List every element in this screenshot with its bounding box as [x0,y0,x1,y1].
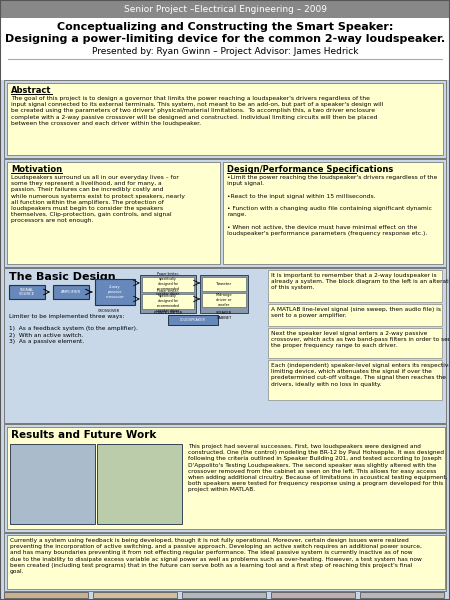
Text: Design/Performance Specifications: Design/Performance Specifications [227,165,393,174]
Bar [200,275,248,313]
Text: Results and Future Work: Results and Future Work [11,430,157,440]
Text: Motivation: Motivation [11,165,62,174]
Bar [7,427,445,529]
Bar [7,162,220,264]
Text: Limiter to be implemented three ways:

1)  As a feedback system (to the amplifie: Limiter to be implemented three ways: 1)… [9,314,138,344]
Bar [268,360,442,400]
Bar [10,444,95,524]
Bar [142,294,194,309]
Bar [271,592,355,598]
Bar [53,285,89,299]
Bar [140,275,196,313]
Text: Each (independent) speaker-level signal enters its respective
limiting device, w: Each (independent) speaker-level signal … [271,363,450,386]
Text: Power limiter,
specifically
designed for
recommended
speaker driver: Power limiter, specifically designed for… [157,289,180,313]
Text: Tweeter: Tweeter [216,282,232,286]
Bar [7,535,445,589]
Text: Currently a system using feedback is being developed, though it is not fully ope: Currently a system using feedback is bei… [10,538,422,574]
Text: Next the speaker level signal enters a 2-way passive
crossover, which acts as tw: Next the speaker level signal enters a 2… [271,331,450,349]
Bar [142,277,194,292]
Text: SIGNAL
SOURCE: SIGNAL SOURCE [19,287,35,296]
Text: CROSSOVER: CROSSOVER [98,309,120,313]
Text: •Limit the power reaching the loudspeaker's drivers regardless of the
input sign: •Limit the power reaching the loudspeake… [227,175,437,236]
Bar [268,328,442,358]
Bar [268,304,442,326]
Bar [7,83,443,155]
Bar [4,533,446,591]
Bar [4,159,446,267]
Bar [9,285,45,299]
Bar [95,279,135,305]
Bar [268,270,442,302]
Bar [4,424,446,532]
Text: Presented by: Ryan Gwinn – Project Advisor: James Hedrick: Presented by: Ryan Gwinn – Project Advis… [92,47,358,56]
Bar [0,0,450,18]
Bar [0,18,450,80]
Bar [4,268,446,423]
Bar [182,592,266,598]
Text: Conceptualizing and Constructing the Smart Speaker:: Conceptualizing and Constructing the Sma… [57,22,393,32]
Text: Power limiter,
specifically
designed for
recommended
speaker driver: Power limiter, specifically designed for… [157,272,180,296]
Text: Senior Project –Electrical Engineering – 2009: Senior Project –Electrical Engineering –… [123,4,327,13]
Text: A MATLAB line-level signal (sine sweep, then audio file) is
sent to a power ampl: A MATLAB line-level signal (sine sweep, … [271,307,441,318]
Text: 2-way
passive
crossover: 2-way passive crossover [106,285,125,299]
Bar [93,592,177,598]
Text: This project had several successes. First, two loudspeakers were designed and
co: This project had several successes. Firs… [188,444,448,493]
Text: LOUDSPEAKER: LOUDSPEAKER [180,318,206,322]
Text: Designing a power-limiting device for the common 2-way loudspeaker.: Designing a power-limiting device for th… [5,34,445,44]
Text: POWER LIMITER: POWER LIMITER [154,311,182,315]
Bar [202,293,246,307]
Text: The goal of this project is to design a governor that limits the power reaching : The goal of this project is to design a … [11,96,383,126]
Text: Midrange
driver or
woofer: Midrange driver or woofer [216,293,232,307]
Text: The Basic Design: The Basic Design [9,272,116,282]
Text: SPEAKER
CABINET: SPEAKER CABINET [216,311,232,320]
Text: Loudspeakers surround us all in our everyday lives – for
some they represent a l: Loudspeakers surround us all in our ever… [11,175,185,223]
Bar [168,315,218,325]
Bar [360,592,444,598]
Text: AMPLIFIER: AMPLIFIER [61,290,81,294]
Bar [4,592,88,598]
Text: It is important to remember that a 2-way loudspeaker is
already a system. The bl: It is important to remember that a 2-way… [271,273,450,290]
Bar [4,80,446,158]
Text: Abstract: Abstract [11,86,51,95]
Bar [202,277,246,291]
Bar [97,444,182,524]
Bar [223,162,443,264]
Bar [0,80,450,600]
